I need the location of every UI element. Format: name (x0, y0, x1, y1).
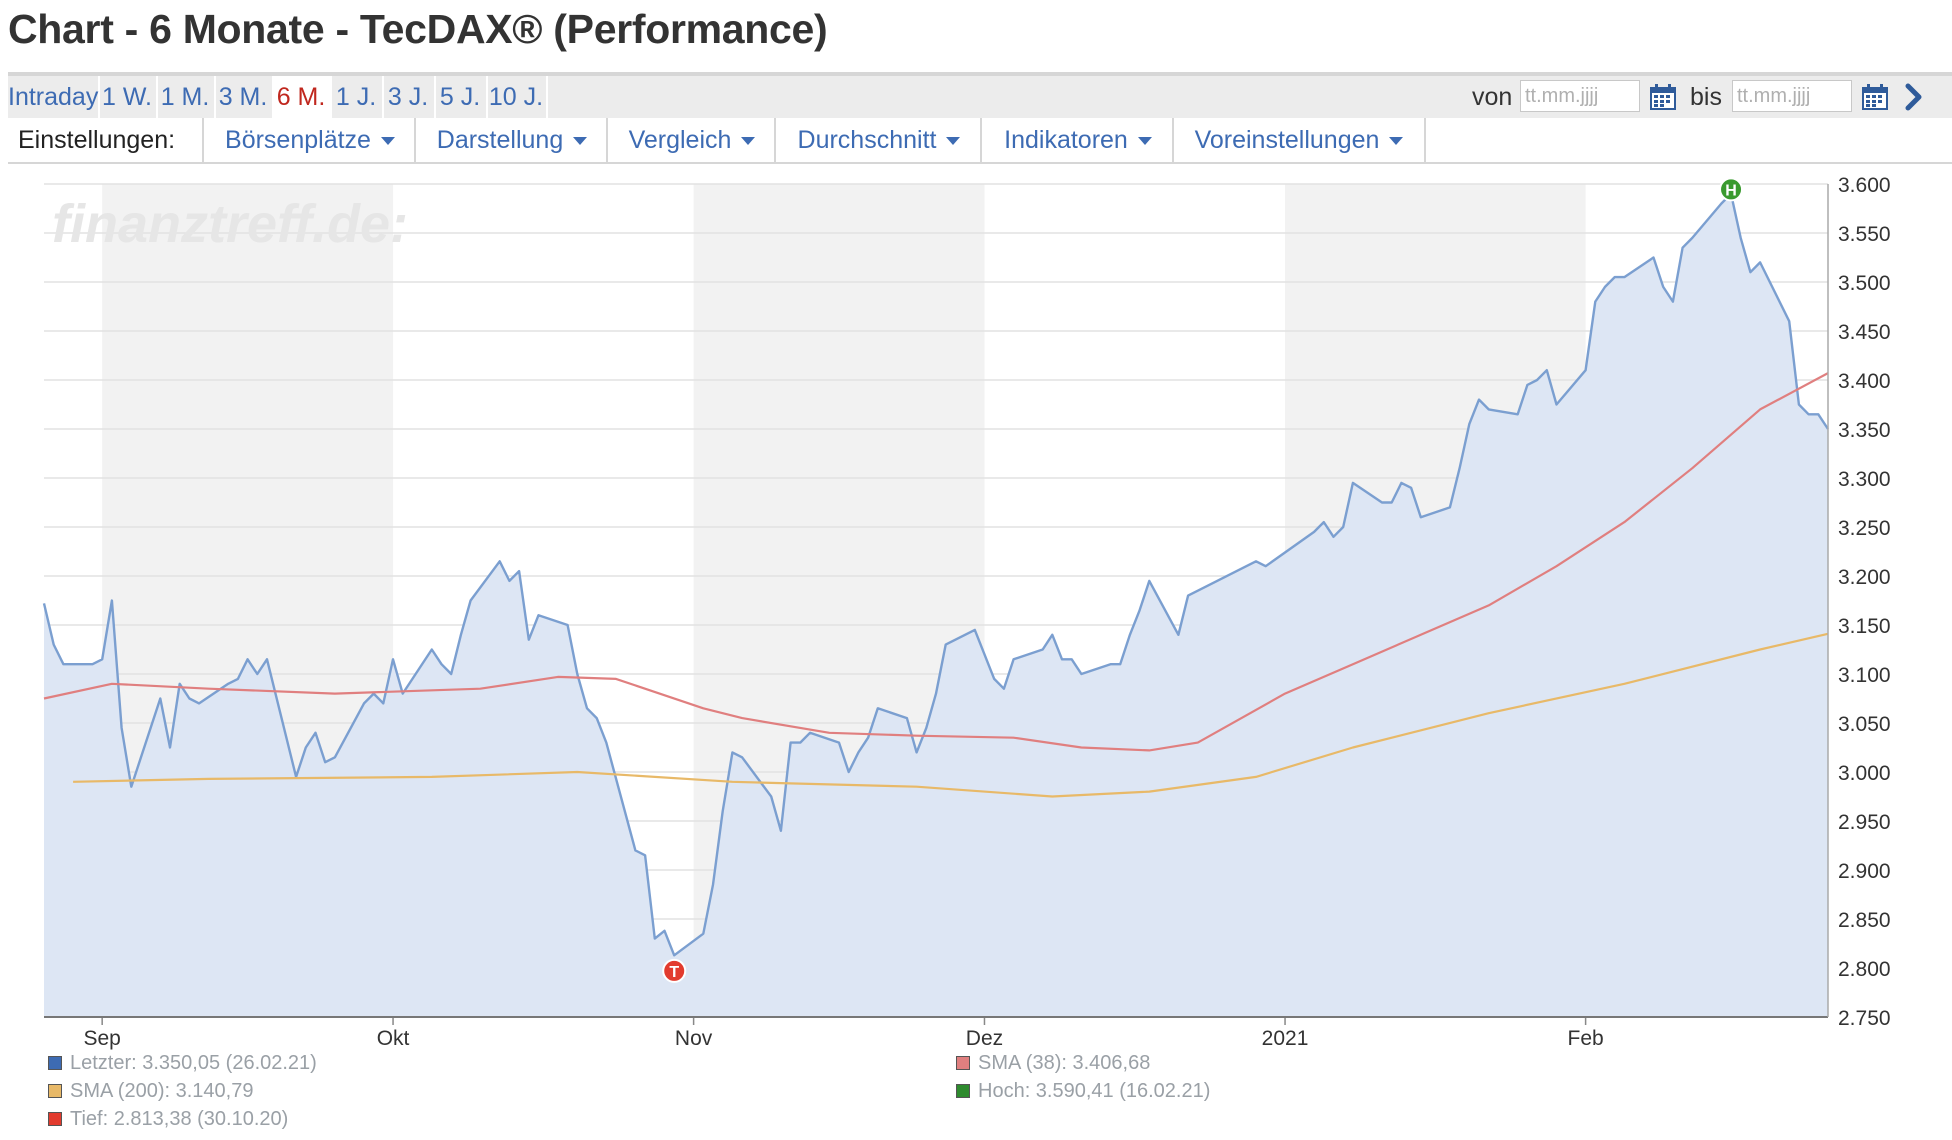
watermark: finanztreff.de: (52, 194, 408, 254)
menu-voreinstellungen[interactable]: Voreinstellungen (1172, 118, 1426, 162)
tab-10-years[interactable]: 10 J. (486, 76, 548, 118)
caret-down-icon (573, 137, 588, 146)
y-tick-label: 3.200 (1838, 566, 1891, 589)
y-tick-label: 3.000 (1838, 762, 1891, 785)
page-title: Chart - 6 Monate - TecDAX® (Performance) (8, 6, 828, 52)
low-marker (662, 958, 687, 983)
tab-1-week[interactable]: 1 W. (98, 76, 158, 118)
menu-darstellung[interactable]: Darstellung (414, 118, 608, 162)
from-label: von (1472, 83, 1513, 111)
performance-chart: finanztreff.de: 3.600 3.550 3.500 3.450 3.40… (42, 174, 1891, 1050)
calendar-icon[interactable] (1860, 82, 1890, 112)
y-tick-label: 3.100 (1838, 664, 1891, 687)
sma-200-line (73, 632, 1829, 798)
legend-sma200: SMA (200): 3.140,79 (48, 1080, 253, 1103)
x-tick-label: Okt (377, 1027, 410, 1050)
tab-5-years[interactable]: 5 J. (434, 76, 488, 118)
y-tick-label: 3.050 (1838, 713, 1891, 736)
axes: 3.600 3.550 3.500 3.450 3.400 3.350 3.300 3.250… (44, 174, 1891, 1050)
legend-low: Tief: 2.813,38 (30.10.20) (48, 1108, 288, 1131)
to-date-input[interactable]: tt.mm.jjjj (1732, 80, 1852, 112)
tab-3-months[interactable]: 3 M. (214, 76, 274, 118)
menu-durchschnitt[interactable]: Durchschnitt (774, 118, 982, 162)
caret-down-icon (380, 137, 395, 146)
menu-vergleich[interactable]: Vergleich (606, 118, 776, 162)
legend-swatch (956, 1056, 970, 1070)
tab-intraday[interactable]: Intraday (8, 76, 100, 118)
from-date-input[interactable]: tt.mm.jjjj (1520, 80, 1640, 112)
settings-label: Einstellungen: (18, 126, 176, 154)
legend-swatch (48, 1056, 62, 1070)
y-tick-label: 3.600 (1838, 174, 1891, 197)
sma-38-line (43, 372, 1829, 752)
low-marker-label: T (669, 964, 679, 981)
high-marker-label: H (1725, 182, 1737, 199)
chevron-right-icon[interactable] (1902, 82, 1926, 112)
legend-sma38: SMA (38): 3.406,68 (956, 1052, 1150, 1075)
sma-series (43, 372, 1829, 798)
menu-indikatoren[interactable]: Indikatoren (980, 118, 1174, 162)
caret-down-icon (1137, 137, 1152, 146)
tab-6-months[interactable]: 6 M. (272, 76, 332, 118)
y-tick-label: 3.550 (1838, 223, 1891, 246)
y-tick-label: 3.250 (1838, 517, 1891, 540)
extreme-markers: TH (662, 177, 1744, 983)
high-marker (1719, 177, 1744, 202)
y-tick-label: 3.350 (1838, 419, 1891, 442)
calendar-icon[interactable] (1648, 82, 1678, 112)
x-tick-label: Feb (1568, 1027, 1604, 1050)
price-line (42, 192, 1830, 957)
y-tick-label: 2.800 (1838, 958, 1891, 981)
tab-1-month[interactable]: 1 M. (156, 76, 216, 118)
x-tick-label: 2021 (1262, 1027, 1309, 1050)
x-tick-label: Nov (675, 1027, 713, 1050)
y-tick-label: 3.300 (1838, 468, 1891, 491)
range-tabs-bar: Intraday 1 W. 1 M. 3 M. 6 M. 1 J. 3 J. 5… (8, 72, 1952, 118)
legend-swatch (48, 1084, 62, 1098)
y-tick-label: 2.850 (1838, 909, 1891, 932)
y-tick-label: 3.400 (1838, 370, 1891, 393)
tab-3-years[interactable]: 3 J. (382, 76, 436, 118)
y-tick-label: 3.500 (1838, 272, 1891, 295)
tab-1-year[interactable]: 1 J. (330, 76, 384, 118)
settings-bar: Einstellungen: Börsenplätze Darstellung … (8, 118, 1952, 164)
x-tick-label: Sep (83, 1027, 120, 1050)
y-tick-label: 2.750 (1838, 1007, 1891, 1030)
legend-last: Letzter: 3.350,05 (26.02.21) (48, 1052, 317, 1075)
y-tick-label: 2.900 (1838, 860, 1891, 883)
y-tick-label: 3.450 (1838, 321, 1891, 344)
price-area (44, 193, 1828, 1018)
legend-high: Hoch: 3.590,41 (16.02.21) (956, 1080, 1210, 1103)
caret-down-icon (1389, 137, 1404, 146)
caret-down-icon (946, 137, 961, 146)
y-tick-label: 2.950 (1838, 811, 1891, 834)
caret-down-icon (741, 137, 756, 146)
menu-boersenplaetze[interactable]: Börsenplätze (202, 118, 416, 162)
to-label: bis (1690, 83, 1722, 111)
legend-swatch (956, 1084, 970, 1098)
legend-swatch (48, 1112, 62, 1126)
y-tick-label: 3.150 (1838, 615, 1891, 638)
price-series (42, 192, 1830, 1018)
x-tick-label: Dez (966, 1027, 1003, 1050)
